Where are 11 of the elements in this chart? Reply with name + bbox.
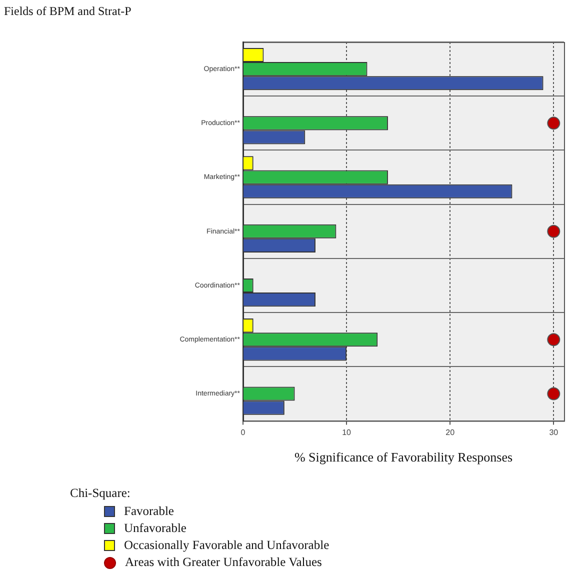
- x-axis-title: % Significance of Favorability Responses: [294, 450, 513, 465]
- x-tick-label: 20: [446, 428, 456, 437]
- legend-label: Occasionally Favorable and Unfavorable: [124, 538, 330, 553]
- x-tick-label: 10: [342, 428, 352, 437]
- legend-label: Areas with Greater Unfavorable Values: [125, 555, 322, 570]
- x-tick-label: 0: [240, 428, 246, 437]
- legend-label: Unfavorable: [124, 521, 186, 536]
- x-tick-label: 30: [549, 428, 559, 437]
- text: Fields of BPM and Strat-P: [4, 4, 132, 19]
- legend-label: Favorable: [124, 504, 174, 519]
- legend-title: Chi-Square:: [70, 486, 132, 501]
